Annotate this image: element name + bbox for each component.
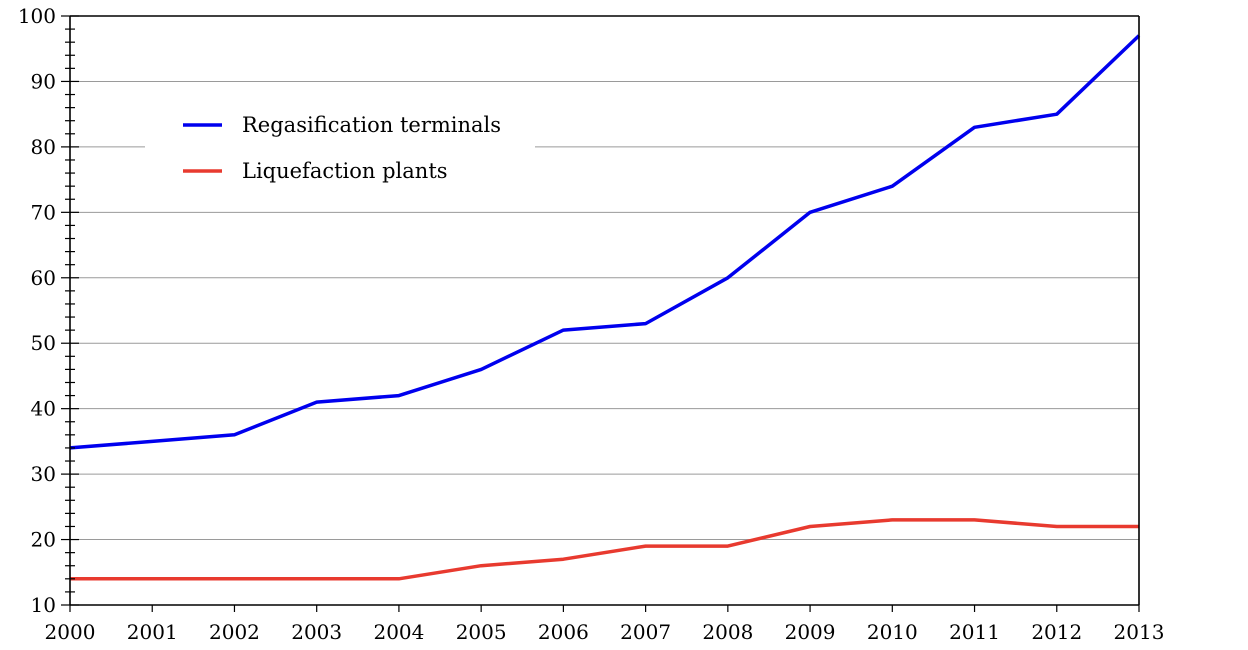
x-tick-label: 2005 [456,620,507,644]
legend: Regasification terminals Liquefaction pla… [183,113,501,183]
x-tick-label: 2010 [867,620,918,644]
x-tick-label: 2009 [785,620,836,644]
series-lines [69,34,1141,581]
y-tick-label: 80 [31,135,56,159]
y-tick-label: 100 [18,4,56,28]
y-tick-label: 50 [31,331,56,355]
y-tick-label: 20 [31,528,56,552]
legend-label-0: Regasification terminals [242,113,501,137]
tick-labels: 10 20 30 40 50 60 70 80 90 100 2000 2001 2002 2003 200… [18,4,1165,644]
axes [69,15,1140,606]
series-line-1 [70,518,1139,581]
x-tick-label: 2006 [538,620,589,644]
x-tick-label: 2003 [291,620,342,644]
x-tick-label: 2007 [620,620,671,644]
x-tick-label: 2001 [127,620,178,644]
y-tick-label: 10 [31,593,56,617]
y-tick-label: 30 [31,462,56,486]
legend-box [145,100,535,198]
x-tick-label: 2004 [373,620,424,644]
x-tick-label: 2013 [1114,620,1165,644]
y-tick-label: 70 [31,200,56,224]
axis-ticks [61,15,1140,612]
x-tick-label: 2011 [949,620,1000,644]
x-tick-label: 2012 [1031,620,1082,644]
y-tick-label: 40 [31,397,56,421]
series-line-0 [69,34,1141,450]
x-tick-label: 2000 [45,620,96,644]
legend-label-1: Liquefaction plants [242,159,448,183]
x-tick-label: 2008 [702,620,753,644]
y-tick-label: 90 [31,69,56,93]
legend-background [145,100,535,198]
x-tick-label: 2002 [209,620,260,644]
y-tick-label: 60 [31,266,56,290]
